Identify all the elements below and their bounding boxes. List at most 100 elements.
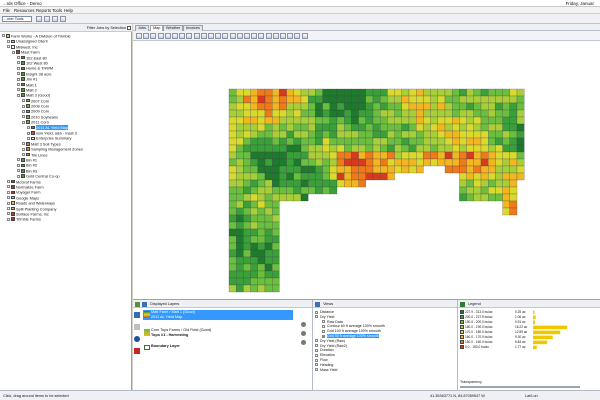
expand-icon[interactable] bbox=[22, 99, 25, 103]
expand-icon[interactable] bbox=[7, 217, 10, 221]
view-item[interactable]: Raw Data bbox=[315, 320, 455, 325]
pan-icon[interactable] bbox=[143, 33, 150, 39]
tree-item[interactable]: Matt 1 bbox=[0, 82, 131, 87]
label-icon[interactable] bbox=[258, 33, 265, 39]
tree-item[interactable]: Matt 3 (Good) bbox=[0, 92, 131, 98]
tree-item[interactable]: Mast Farm bbox=[0, 49, 131, 54]
tree-item[interactable]: Sampling Management Zones bbox=[0, 146, 131, 151]
tab-invoices[interactable]: Invoices bbox=[183, 25, 203, 31]
zoom-out-icon[interactable] bbox=[157, 33, 164, 39]
menu-tools[interactable]: Tools bbox=[52, 8, 63, 13]
view-item[interactable]: Contour 60 ft average 100% smooth bbox=[315, 324, 455, 329]
draw-icon[interactable] bbox=[179, 33, 186, 39]
zoom-extent-icon[interactable] bbox=[164, 33, 171, 39]
delete-icon[interactable] bbox=[134, 348, 140, 354]
expand-icon[interactable] bbox=[17, 72, 20, 76]
view-item[interactable]: Heading bbox=[315, 363, 455, 368]
expand-icon[interactable] bbox=[17, 174, 20, 178]
tree-item[interactable]: Home & THWM bbox=[0, 65, 131, 71]
expand-icon[interactable] bbox=[17, 163, 20, 167]
expand-icon[interactable] bbox=[315, 363, 318, 367]
expand-icon[interactable] bbox=[315, 358, 318, 362]
tree-item[interactable]: 2009 Corn bbox=[0, 108, 131, 114]
menu-help[interactable]: Help bbox=[64, 8, 73, 13]
note-icon[interactable] bbox=[301, 33, 308, 39]
view-item[interactable]: Grid 100 ft average 100% smooth bbox=[315, 329, 455, 334]
tree-item[interactable]: Insight 38 acre bbox=[0, 71, 131, 76]
tree-item[interactable]: McGraf Farms bbox=[0, 179, 131, 184]
expand-icon[interactable] bbox=[315, 344, 318, 348]
expand-icon[interactable] bbox=[315, 368, 318, 372]
tab-map[interactable]: Map bbox=[150, 25, 164, 31]
toolbar-combo[interactable]: ...mer Tools bbox=[2, 16, 32, 22]
layer-item-yield[interactable]: Matt Farm / Matt 1 (Good) 2011 AL Yield … bbox=[143, 310, 293, 320]
tree-item[interactable]: Bin #2 bbox=[0, 162, 131, 168]
expand-icon[interactable] bbox=[17, 88, 20, 92]
menu-reports[interactable]: Reports bbox=[36, 8, 52, 13]
menu-file[interactable]: File bbox=[3, 8, 10, 13]
scale-icon[interactable] bbox=[265, 33, 272, 39]
layer-item-boundary[interactable]: Boundary Layer bbox=[143, 344, 293, 350]
expand-icon[interactable] bbox=[322, 320, 325, 324]
expand-icon[interactable] bbox=[17, 158, 20, 162]
print-icon[interactable] bbox=[60, 16, 66, 22]
flag-icon[interactable] bbox=[280, 33, 286, 39]
tree-item[interactable]: Normalize Farm bbox=[0, 184, 131, 189]
select-icon[interactable] bbox=[136, 33, 142, 39]
view-item[interactable]: Distance bbox=[315, 310, 455, 315]
tree-item[interactable]: Midwest, Inc bbox=[0, 44, 131, 49]
expand-icon[interactable] bbox=[22, 109, 25, 113]
north-arrow-icon[interactable] bbox=[272, 33, 279, 39]
open-icon[interactable] bbox=[44, 16, 50, 22]
expand-icon[interactable] bbox=[7, 180, 10, 184]
sample-icon[interactable] bbox=[294, 33, 301, 39]
move-down-icon[interactable] bbox=[301, 331, 306, 336]
yield-map[interactable] bbox=[133, 41, 600, 299]
expand-icon[interactable] bbox=[22, 120, 25, 124]
expand-icon[interactable] bbox=[322, 329, 325, 333]
grid-icon[interactable] bbox=[251, 33, 258, 39]
view-item[interactable]: Dry Yield (Raw2) bbox=[315, 344, 455, 349]
expand-icon[interactable] bbox=[315, 315, 318, 319]
tab-jobs[interactable]: Jobs bbox=[135, 25, 150, 31]
tree-item[interactable]: Farm Works - A Division of Trimble bbox=[0, 33, 131, 38]
tree-item[interactable]: 102 East 80 bbox=[0, 55, 131, 60]
settings-icon[interactable] bbox=[244, 33, 250, 39]
expand-icon[interactable] bbox=[22, 142, 25, 146]
map-canvas[interactable] bbox=[133, 41, 600, 299]
expand-icon[interactable] bbox=[17, 169, 20, 173]
expand-icon[interactable] bbox=[7, 185, 10, 189]
tree-item[interactable]: Surface Farms, Inc bbox=[0, 211, 131, 216]
tree-item[interactable]: 2010 Soybeans bbox=[0, 114, 131, 119]
expand-icon[interactable] bbox=[17, 93, 20, 97]
tree-item[interactable]: Enterprise Summary bbox=[0, 135, 131, 141]
expand-icon[interactable] bbox=[7, 39, 10, 43]
undo-icon[interactable] bbox=[208, 33, 214, 39]
expand-icon[interactable] bbox=[322, 334, 325, 338]
expand-icon[interactable] bbox=[315, 348, 318, 352]
expand-icon[interactable] bbox=[27, 126, 30, 130]
expand-icon[interactable] bbox=[17, 82, 20, 86]
tree-item[interactable]: Bin #1 bbox=[0, 157, 131, 162]
expand-icon[interactable] bbox=[7, 212, 10, 216]
expand-icon[interactable] bbox=[22, 147, 25, 151]
expand-icon[interactable] bbox=[315, 310, 318, 314]
tab-weather[interactable]: Weather bbox=[163, 25, 184, 31]
measure-icon[interactable] bbox=[172, 33, 178, 39]
expand-icon[interactable] bbox=[27, 131, 30, 135]
expand-icon[interactable] bbox=[17, 77, 20, 81]
expand-icon[interactable] bbox=[322, 324, 325, 328]
visibility-icon[interactable] bbox=[301, 340, 306, 345]
expand-icon[interactable] bbox=[7, 201, 10, 205]
expand-icon[interactable] bbox=[7, 196, 10, 200]
merge-icon[interactable] bbox=[193, 33, 200, 39]
tree-item[interactable]: Tile Lines bbox=[0, 152, 131, 157]
expand-icon[interactable] bbox=[12, 50, 15, 54]
tree-item[interactable]: 2011 AL Yield Map bbox=[0, 124, 131, 130]
info-icon[interactable] bbox=[134, 336, 140, 342]
layers-add-icon[interactable] bbox=[142, 301, 148, 307]
expand-icon[interactable] bbox=[22, 153, 25, 157]
expand-icon[interactable] bbox=[7, 45, 10, 49]
tree-item[interactable]: ssm Yield, a&b - mast 3 bbox=[0, 130, 131, 135]
split-icon[interactable] bbox=[186, 33, 193, 39]
